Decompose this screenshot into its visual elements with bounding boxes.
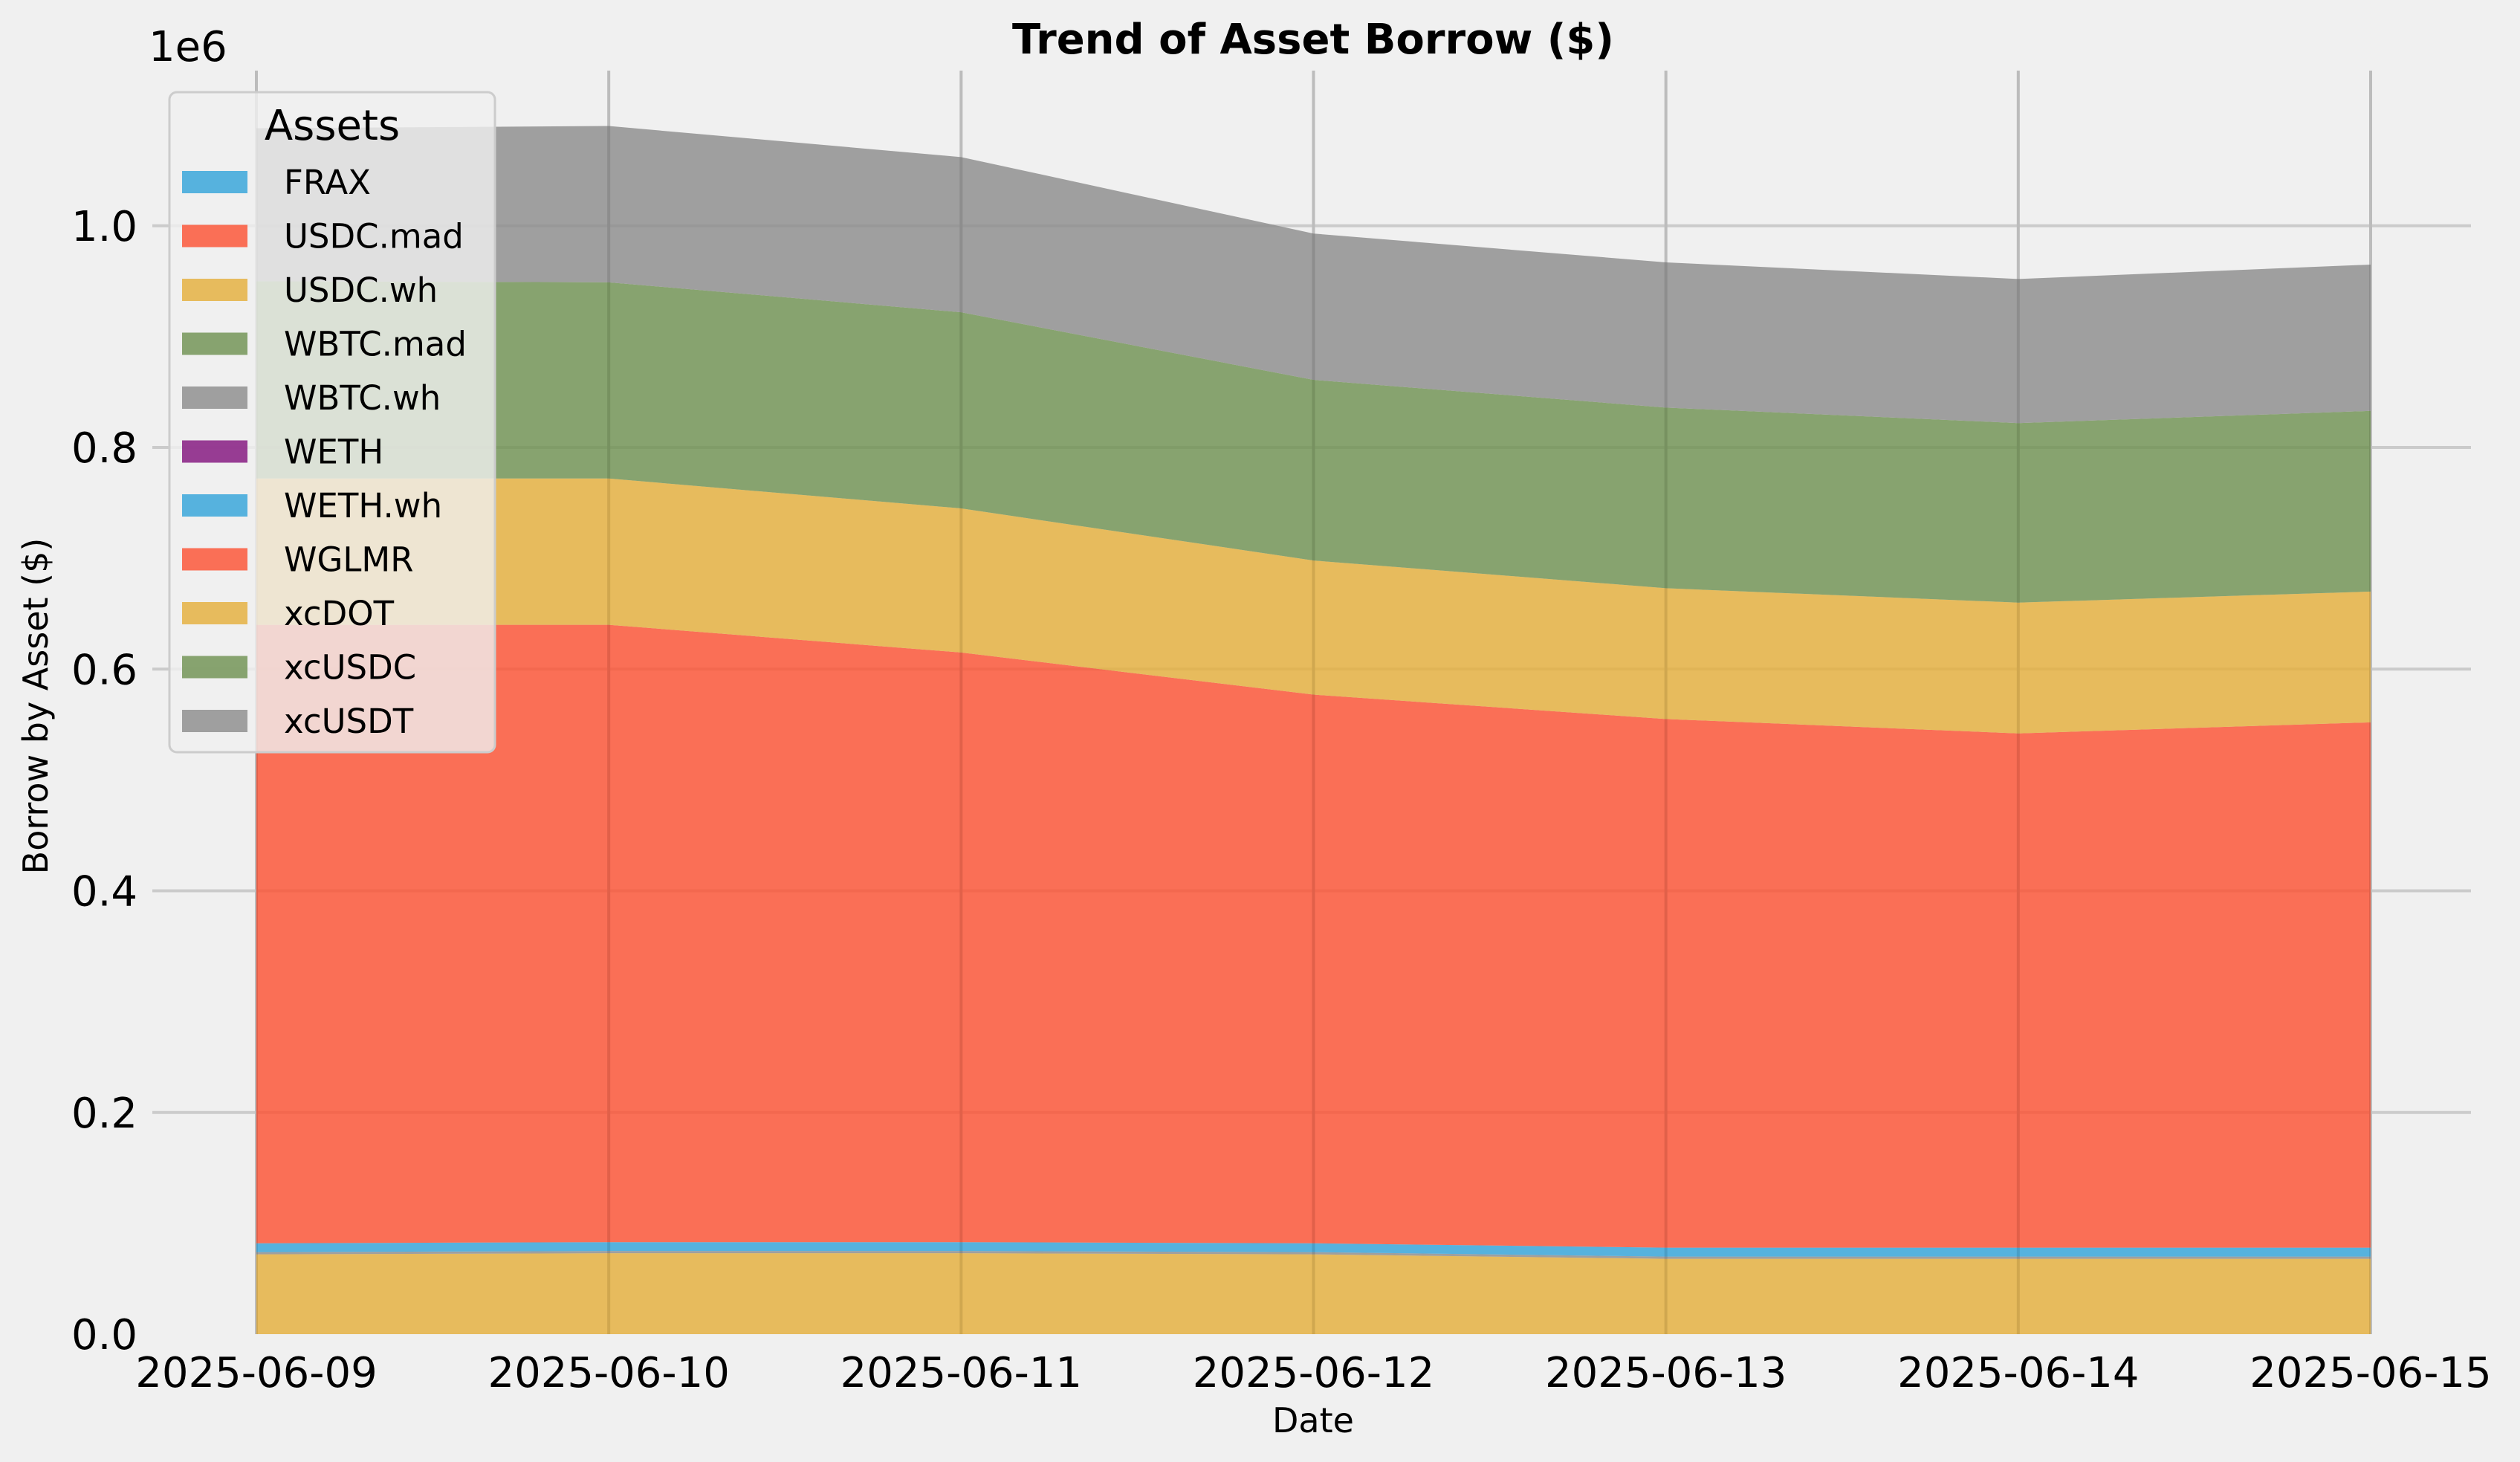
y-axis-offset-label: 1e6 [149, 23, 227, 71]
x-tick-label: 2025-06-12 [1193, 1349, 1434, 1397]
area-weth-wh [256, 1242, 2371, 1257]
legend-swatch [182, 332, 247, 355]
legend-label: WBTC.mad [284, 325, 467, 364]
area-wbtc-wh [256, 1251, 2371, 1259]
y-tick-label: 0.4 [71, 868, 137, 916]
legend-swatch [182, 602, 247, 624]
legend-item: xcDOT [182, 594, 395, 633]
legend-item: WETH.wh [182, 486, 442, 525]
x-tick-label: 2025-06-13 [1545, 1349, 1787, 1397]
y-tick-label: 0.2 [71, 1090, 137, 1138]
y-tick-label: 0.6 [71, 646, 137, 694]
legend-items: FRAX USDC.mad USDC.wh WBTC.mad WBTC.wh WETH WE… [182, 163, 467, 741]
legend-swatch [182, 440, 247, 463]
legend-item: USDC.mad [182, 217, 464, 256]
legend-label: xcDOT [284, 594, 395, 633]
legend-swatch [182, 279, 247, 301]
legend-title: Assets [265, 102, 400, 150]
legend-swatch [182, 224, 247, 248]
area-series [256, 126, 2371, 1334]
chart-title: Trend of Asset Borrow ($) [1012, 16, 1614, 64]
legend-swatch [182, 548, 247, 571]
legend-label: USDC.mad [284, 217, 464, 256]
legend-label: WETH.wh [284, 486, 442, 525]
legend-label: xcUSDC [284, 648, 416, 688]
legend-label: WBTC.wh [284, 378, 441, 418]
legend-item: WBTC.wh [182, 378, 441, 418]
legend-item: WBTC.mad [182, 325, 467, 364]
x-tick-label: 2025-06-15 [2249, 1349, 2491, 1397]
x-tick-label: 2025-06-10 [488, 1349, 729, 1397]
legend-item: WGLMR [182, 540, 414, 580]
legend-label: USDC.wh [284, 271, 438, 310]
legend-label: FRAX [284, 163, 371, 202]
legend-swatch [182, 710, 247, 732]
legend: Assets FRAX USDC.mad USDC.wh WBTC.mad WBTC.w… [168, 91, 496, 754]
legend-label: WETH [284, 433, 383, 472]
area-xcusdc [256, 281, 2371, 603]
legend-swatch [182, 494, 247, 517]
area-wglmr [256, 624, 2371, 1248]
x-tick-label: 2025-06-11 [840, 1349, 1082, 1397]
x-tick-label: 2025-06-09 [135, 1349, 377, 1397]
legend-label: WGLMR [284, 540, 414, 580]
legend-swatch [182, 171, 247, 193]
legend-label: xcUSDT [284, 702, 414, 741]
area-usdc-wh [256, 1253, 2371, 1334]
y-tick-label: 0.0 [71, 1311, 137, 1359]
x-axis-ticks: 2025-06-09 2025-06-10 2025-06-11 2025-06-12… [135, 1349, 2491, 1397]
x-axis-label: Date [1272, 1400, 1354, 1440]
legend-frame [168, 91, 496, 754]
legend-swatch [182, 386, 247, 409]
legend-item: xcUSDT [182, 702, 414, 741]
y-axis-label: Borrow by Asset ($) [16, 538, 56, 875]
legend-swatch [182, 656, 247, 679]
y-axis-ticks: 0.0 0.2 0.4 0.6 0.8 1.0 [71, 203, 137, 1359]
legend-item: USDC.wh [182, 271, 438, 310]
legend-item: FRAX [182, 163, 371, 202]
x-tick-label: 2025-06-14 [1897, 1349, 2139, 1397]
legend-item: WETH [182, 433, 383, 472]
area-xcusdt [256, 126, 2371, 424]
area-xcdot [256, 478, 2371, 734]
legend-item: xcUSDC [182, 648, 416, 688]
y-tick-label: 0.8 [71, 424, 137, 473]
y-tick-label: 1.0 [71, 203, 137, 251]
